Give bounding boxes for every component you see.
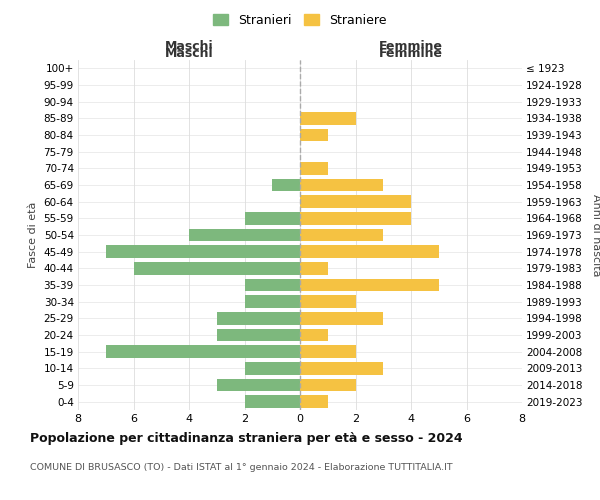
Bar	[245, 212, 300, 224]
Text: Popolazione per cittadinanza straniera per età e sesso - 2024: Popolazione per cittadinanza straniera p…	[30, 432, 463, 445]
Bar	[300, 178, 383, 191]
Bar	[300, 196, 411, 208]
Bar	[300, 296, 355, 308]
Bar	[245, 396, 300, 408]
Bar	[300, 246, 439, 258]
Bar	[245, 362, 300, 374]
Bar	[300, 396, 328, 408]
Bar	[300, 162, 328, 174]
Bar	[300, 128, 328, 141]
Text: COMUNE DI BRUSASCO (TO) - Dati ISTAT al 1° gennaio 2024 - Elaborazione TUTTITALI: COMUNE DI BRUSASCO (TO) - Dati ISTAT al …	[30, 464, 452, 472]
Bar	[272, 178, 300, 191]
Bar	[300, 312, 383, 324]
Bar	[189, 228, 300, 241]
Bar	[300, 378, 355, 391]
Bar	[300, 328, 328, 341]
Bar	[300, 262, 328, 274]
Text: Maschi: Maschi	[164, 40, 214, 53]
Bar	[133, 262, 300, 274]
Bar	[106, 246, 300, 258]
Bar	[217, 312, 300, 324]
Legend: Stranieri, Straniere: Stranieri, Straniere	[209, 10, 391, 31]
Bar	[300, 278, 439, 291]
Bar	[300, 228, 383, 241]
Bar	[245, 296, 300, 308]
Text: Femmine: Femmine	[379, 47, 443, 60]
Bar	[245, 278, 300, 291]
Bar	[300, 346, 355, 358]
Bar	[300, 362, 383, 374]
Y-axis label: Anni di nascita: Anni di nascita	[591, 194, 600, 276]
Y-axis label: Fasce di età: Fasce di età	[28, 202, 38, 268]
Text: Femmine: Femmine	[379, 40, 443, 53]
Bar	[106, 346, 300, 358]
Bar	[300, 112, 355, 124]
Bar	[217, 378, 300, 391]
Bar	[217, 328, 300, 341]
Bar	[300, 212, 411, 224]
Text: Maschi: Maschi	[164, 47, 214, 60]
